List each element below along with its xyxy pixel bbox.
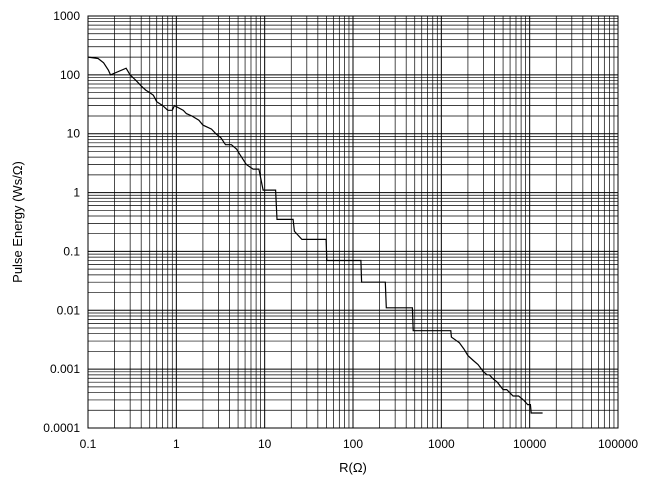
- x-tick-label: 1000: [428, 437, 455, 451]
- y-tick-label: 1000: [53, 9, 80, 23]
- x-tick-label: 10: [258, 437, 272, 451]
- y-tick-label: 0.01: [57, 303, 81, 317]
- series-line: [87, 56, 543, 414]
- y-tick-label: 0.001: [50, 362, 80, 376]
- y-tick-label: 10: [67, 127, 81, 141]
- plot-frame: [87, 15, 619, 429]
- x-tick-label: 0.1: [80, 437, 97, 451]
- x-axis-label: R(Ω): [339, 460, 367, 475]
- y-tick-label: 0.0001: [43, 421, 80, 435]
- x-tick-label: 10000: [513, 437, 547, 451]
- x-tick-label: 1: [173, 437, 180, 451]
- y-tick-label: 1: [73, 186, 80, 200]
- x-tick-label: 100: [343, 437, 363, 451]
- y-tick-label: 100: [60, 68, 80, 82]
- y-axis-label: Pulse Energy (Ws/Ω): [10, 161, 25, 283]
- y-tick-labels: 0.0001 0.001 0.01 0.1 1 10 100 1000: [43, 9, 80, 435]
- x-tick-labels: 0.1 1 10 100 1000 10000 100000: [80, 437, 639, 451]
- y-tick-label: 0.1: [63, 244, 80, 258]
- x-tick-label: 100000: [598, 437, 638, 451]
